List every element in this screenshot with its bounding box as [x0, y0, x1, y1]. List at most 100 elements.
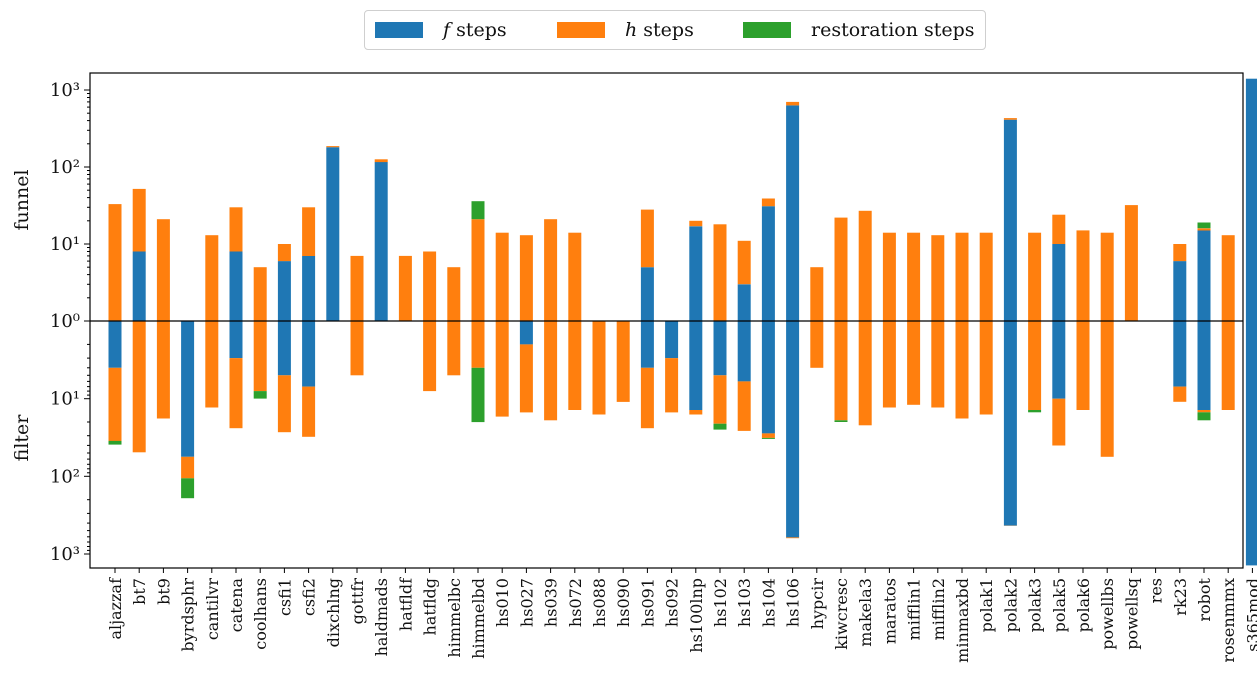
ytick-filter-10-label: 10¹	[50, 389, 80, 410]
xtick-label-polak1: polak1	[977, 578, 996, 632]
xtick-label-hatfldg: hatfldg	[421, 578, 440, 635]
bar-funnel-f-polak5	[1052, 244, 1066, 321]
legend-symbol-f: f	[443, 19, 451, 41]
bar-filter-f-hs106	[786, 321, 800, 538]
xtick-label-csfi1: csfi1	[275, 578, 294, 616]
bar-filter-h-hs104	[761, 433, 775, 438]
xtick-label-hs090: hs090	[614, 578, 633, 627]
bar-filter-f-s365mod	[1245, 321, 1257, 566]
bar-funnel-h-hs103	[737, 240, 751, 285]
bar-filter-f-robot	[1197, 321, 1211, 410]
bar-funnel-h-bt9	[156, 219, 170, 321]
legend-symbol-h: h	[625, 19, 638, 41]
bar-funnel-f-hs106	[786, 105, 800, 322]
bar-funnel-h-hatfldg	[423, 251, 437, 321]
ytick-filter-100-label: 10²	[50, 466, 80, 487]
legend-swatch-f	[375, 22, 423, 38]
bar-funnel-h-catena	[229, 207, 243, 252]
bar-funnel-f-rk23	[1173, 261, 1187, 321]
bar-funnel-h-hs039	[544, 219, 558, 321]
xtick-label-byrdsphr: byrdsphr	[179, 578, 198, 652]
bar-filter-h-himmelbd	[471, 321, 485, 368]
bar-filter-h-hs100lnp	[689, 410, 703, 415]
axes-group: aljazzaf bt7 bt9 byrdsphr cantilvr catena cool…	[50, 72, 1257, 663]
xtick-label-hs039: hs039	[542, 578, 561, 627]
bar-filter-h-polak1	[979, 321, 993, 415]
xtick-label-hypcir: hypcir	[808, 578, 827, 630]
xtick-label-robot: robot	[1195, 577, 1214, 621]
bar-funnel-h-hs010	[495, 232, 509, 321]
xtick-label-himmelbd: himmelbd	[469, 578, 488, 659]
bar-funnel-f-polak2	[1003, 119, 1017, 321]
bar-funnel-h-hs072	[568, 232, 582, 321]
bar-filter-h-hs088	[592, 321, 606, 415]
bar-filter-restoration-robot	[1197, 412, 1211, 421]
bar-filter-h-bt9	[156, 321, 170, 419]
bar-funnel-h-polak3	[1028, 232, 1042, 321]
xtick-label-himmelbc: himmelbc	[445, 578, 464, 658]
xtick-label-hs092: hs092	[663, 578, 682, 627]
legend-item-restoration: restoration steps	[743, 20, 975, 40]
xtick-label-powellbs: powellbs	[1098, 578, 1117, 650]
bar-funnel-h-cantilvr	[205, 235, 219, 321]
bar-funnel-f-catena	[229, 251, 243, 321]
bar-filter-f-hs100lnp	[689, 321, 703, 410]
bar-filter-f-byrdsphr	[181, 321, 195, 457]
bar-filter-f-hs103	[737, 321, 751, 382]
xtick-label-hs010: hs010	[493, 578, 512, 627]
bar-filter-f-hs092	[665, 321, 679, 359]
bar-filter-h-byrdsphr	[181, 456, 195, 479]
xtick-label-polak2: polak2	[1001, 578, 1020, 632]
xtick-label-rk23: rk23	[1171, 578, 1190, 616]
xtick-label-minmaxbd: minmaxbd	[953, 578, 972, 663]
xtick-label-dixchlng: dixchlng	[324, 578, 343, 647]
legend-swatch-restoration	[743, 22, 791, 38]
bar-filter-h-hs039	[544, 321, 558, 421]
xtick-label-catena: catena	[227, 578, 246, 633]
bar-filter-h-robot	[1197, 410, 1211, 413]
bar-filter-f-hs104	[761, 321, 775, 434]
bar-filter-restoration-kiwcresc	[834, 420, 848, 422]
xtick-label-hs027: hs027	[517, 578, 536, 627]
xtick-label-polak3: polak3	[1026, 578, 1045, 632]
bar-filter-h-hs092	[665, 358, 679, 413]
legend-label-restoration: restoration steps	[811, 19, 975, 41]
xtick-label-bt7: bt7	[130, 578, 149, 605]
bar-funnel-h-hs091	[640, 209, 654, 268]
bar-filter-h-polak5	[1052, 398, 1066, 446]
bar-funnel-f-bt7	[132, 251, 146, 321]
bar-filter-restoration-byrdsphr	[181, 478, 195, 499]
bar-filter-h-hs102	[713, 375, 727, 424]
xtick-label-mifflin2: mifflin2	[929, 578, 948, 640]
xtick-label-polak5: polak5	[1050, 578, 1069, 632]
legend-swatch-h	[557, 22, 605, 38]
bar-funnel-h-mifflin1	[907, 232, 921, 321]
ytick-funnel-1000-label: 10³	[50, 80, 80, 101]
bar-funnel-h-makela3	[858, 210, 872, 321]
bar-filter-restoration-hs102	[713, 423, 727, 430]
bar-funnel-h-polak5	[1052, 214, 1066, 244]
bar-filter-h-hs027	[519, 344, 533, 413]
xtick-label-hs072: hs072	[566, 578, 585, 627]
bar-filter-h-mifflin2	[931, 321, 945, 408]
bar-filter-h-minmaxbd	[955, 321, 969, 419]
bar-filter-restoration-coolhans	[253, 391, 267, 399]
bar-funnel-h-rosenmmx	[1221, 235, 1235, 321]
xtick-label-cantilvr: cantilvr	[203, 578, 222, 641]
bar-funnel-h-polak6	[1076, 230, 1090, 321]
bar-funnel-h-himmelbc	[447, 267, 461, 321]
xtick-label-hs103: hs103	[735, 578, 754, 627]
xtick-label-aljazzaf: aljazzaf	[106, 577, 125, 640]
legend: f steps h steps restoration steps	[364, 10, 986, 50]
bar-funnel-h-coolhans	[253, 267, 267, 321]
bar-filter-h-makela3	[858, 321, 872, 426]
bar-funnel-h-minmaxbd	[955, 232, 969, 321]
bar-funnel-h-dixchlng	[326, 146, 340, 148]
bar-funnel-f-hs103	[737, 284, 751, 321]
bar-filter-f-polak2	[1003, 321, 1017, 526]
bar-funnel-h-hs100lnp	[689, 220, 703, 227]
bar-funnel-h-csfi2	[302, 207, 316, 256]
bar-filter-restoration-himmelbd	[471, 367, 485, 423]
xtick-label-haldmads: haldmads	[372, 578, 391, 656]
